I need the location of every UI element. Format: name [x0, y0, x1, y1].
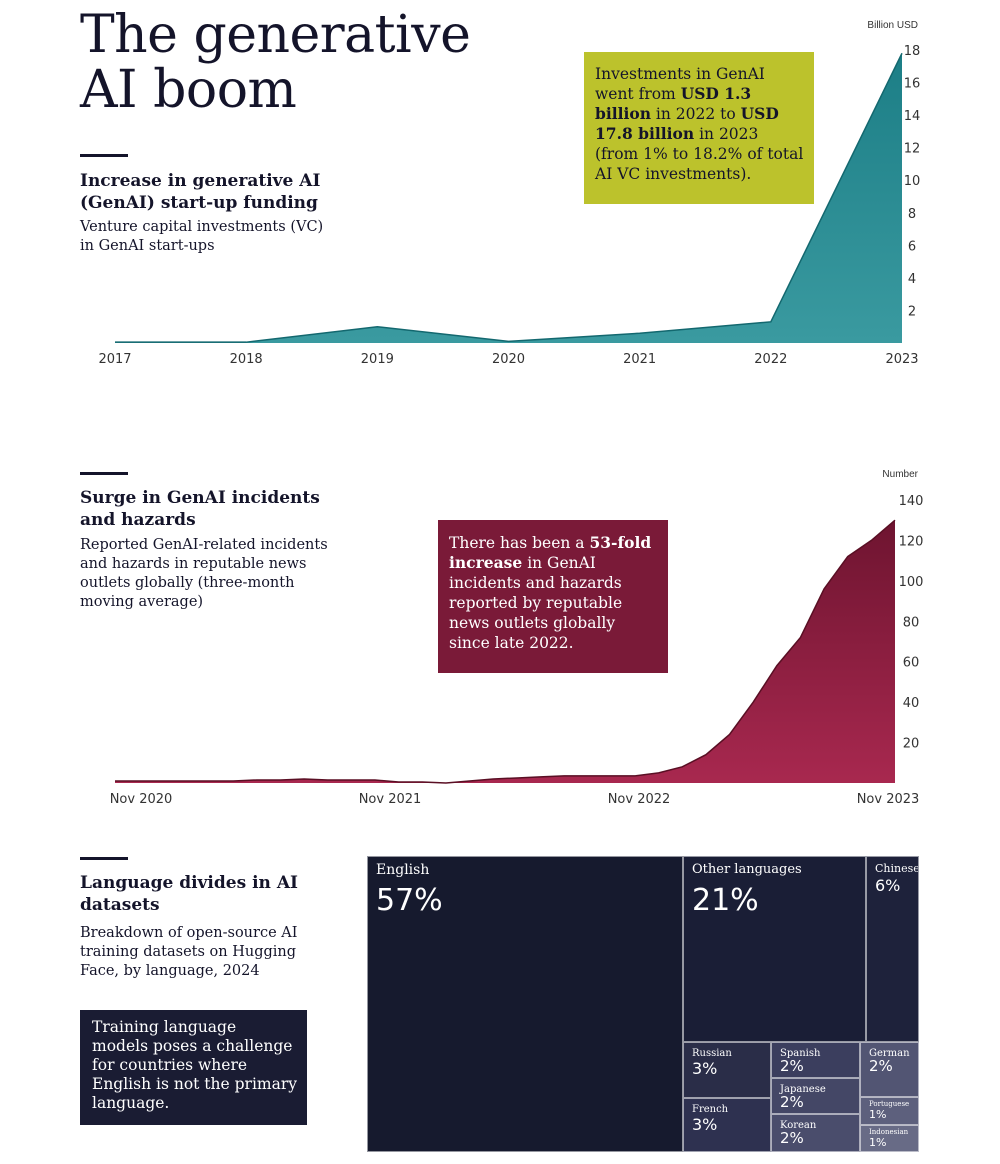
- y-tick-label: 4: [908, 272, 916, 287]
- y-tick-label: 20: [903, 737, 920, 752]
- treemap-value: 2%: [780, 1093, 804, 1111]
- x-tick-label: 2018: [230, 352, 263, 367]
- treemap-value: 6%: [875, 876, 901, 895]
- treemap-cell-french: French 3%: [683, 1098, 771, 1152]
- y-tick-label: 8: [908, 207, 916, 222]
- y-tick-label: 80: [903, 615, 920, 630]
- chart1-unit: Billion USD: [867, 20, 918, 31]
- treemap-cell-japanese: Japanese 2%: [771, 1078, 860, 1114]
- treemap-cell-other-languages: Other languages 21%: [683, 856, 866, 1042]
- treemap-label: Other languages: [692, 862, 802, 877]
- x-tick-label: Nov 2020: [110, 792, 173, 807]
- section-rule: [80, 857, 128, 860]
- y-tick-label: 140: [899, 494, 924, 509]
- y-tick-label: 18: [904, 44, 921, 59]
- treemap-label: Japanese: [780, 1084, 826, 1095]
- treemap-cell-russian: Russian 3%: [683, 1042, 771, 1098]
- treemap-value: 1%: [869, 1108, 887, 1121]
- treemap-label: Indonesian: [869, 1128, 909, 1136]
- chart2-unit: Number: [882, 469, 918, 480]
- x-tick-label: Nov 2021: [359, 792, 422, 807]
- treemap-value: 3%: [692, 1059, 718, 1078]
- y-tick-label: 40: [903, 696, 920, 711]
- funding-line: [115, 52, 903, 343]
- y-tick-label: 16: [904, 77, 921, 92]
- section3-subtitle: Breakdown of open-source AI training dat…: [80, 925, 298, 979]
- y-tick-label: 60: [903, 656, 920, 671]
- section-rule: [80, 472, 128, 475]
- treemap-label: Russian: [692, 1048, 732, 1059]
- treemap-value: 21%: [692, 883, 759, 918]
- incidents-callout: There has been a 53-fold increase in Gen…: [438, 520, 668, 673]
- incidents-area: [115, 520, 895, 783]
- treemap-label: Chinese: [875, 862, 919, 875]
- funding-callout: Investments in GenAI went from USD 1.3 b…: [584, 52, 814, 204]
- treemap-label: Portuguese: [869, 1100, 910, 1108]
- treemap-label: Spanish: [780, 1048, 821, 1059]
- treemap-value: 2%: [869, 1057, 893, 1075]
- language-callout: Training language models poses a challen…: [80, 1010, 307, 1125]
- treemap-value: 1%: [869, 1136, 887, 1149]
- treemap-cell-korean: Korean 2%: [771, 1114, 860, 1152]
- treemap-cell-chinese: Chinese 6%: [866, 856, 919, 1042]
- treemap-cell-portuguese: Portuguese 1%: [860, 1097, 919, 1125]
- x-tick-label: Nov 2022: [608, 792, 671, 807]
- x-tick-label: 2019: [361, 352, 394, 367]
- treemap-cell-indonesian: Indonesian 1%: [860, 1125, 919, 1152]
- x-tick-label: 2023: [885, 352, 918, 367]
- page-title: The generative AI boom: [80, 5, 471, 120]
- incidents-area-chart: 20 40 60 80 100 120 140 Nov 2020 Nov 2021 Nov 202…: [110, 494, 924, 807]
- section2-title: Surge in GenAI incidents and hazards: [80, 488, 320, 530]
- section1-title: Increase in generative AI (GenAI) start-…: [80, 171, 321, 213]
- treemap-value: 3%: [692, 1115, 718, 1134]
- y-tick-label: 2: [908, 304, 916, 319]
- treemap-value: 57%: [376, 883, 443, 918]
- treemap-label: Korean: [780, 1120, 817, 1131]
- y-tick-label: 10: [904, 174, 921, 189]
- x-tick-label: Nov 2023: [857, 792, 920, 807]
- y-tick-label: 120: [899, 534, 924, 549]
- funding-area-chart: 2 4 6 8 10 12 14 16 18 2017 2018 2019 2020 2021 2022 20…: [98, 44, 921, 367]
- treemap-cell-spanish: Spanish 2%: [771, 1042, 860, 1078]
- section1-subtitle: Venture capital investments (VC) in GenA…: [80, 219, 324, 254]
- x-tick-label: 2021: [623, 352, 656, 367]
- section2-subtitle: Reported GenAI-related incidents and haz…: [80, 537, 328, 610]
- section-rule: [80, 154, 128, 157]
- x-tick-label: 2020: [492, 352, 525, 367]
- x-tick-label: 2022: [754, 352, 787, 367]
- language-treemap: English 57% Other languages 21% Chinese 6% Rus…: [367, 856, 919, 1152]
- treemap-cell-german: German 2%: [860, 1042, 919, 1097]
- treemap-value: 2%: [780, 1057, 804, 1075]
- y-tick-label: 12: [904, 142, 921, 157]
- treemap-label: German: [869, 1048, 910, 1059]
- treemap-label: English: [376, 862, 430, 878]
- y-tick-label: 14: [904, 109, 921, 124]
- section3-title: Language divides in AI datasets: [80, 873, 298, 915]
- funding-area: [115, 53, 902, 343]
- y-tick-label: 100: [899, 575, 924, 590]
- treemap-value: 2%: [780, 1129, 804, 1147]
- x-tick-label: 2017: [98, 352, 131, 367]
- incidents-line: [115, 519, 896, 784]
- treemap-label: French: [692, 1104, 729, 1115]
- y-tick-label: 6: [908, 239, 916, 254]
- treemap-cell-english: English 57%: [367, 856, 683, 1152]
